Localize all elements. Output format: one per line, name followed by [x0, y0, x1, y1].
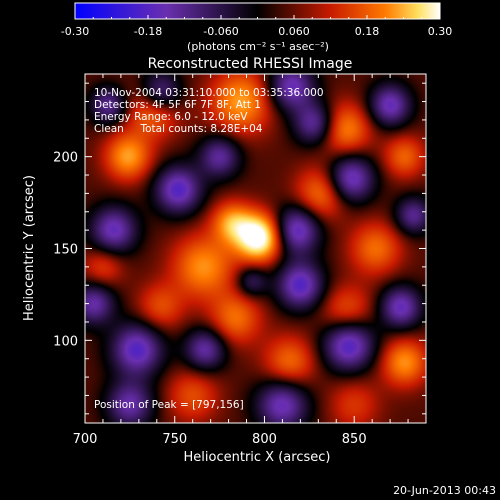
annotation-detectors: Detectors: 4F 5F 6F 7F 8F, Att 1 [94, 99, 261, 111]
y-axis-label: Heliocentric Y (arcsec) [22, 175, 37, 321]
y-tick-label: 100 [53, 334, 78, 349]
heatmap-image [85, 74, 426, 423]
x-tick-label: 700 [73, 432, 98, 447]
x-axis: 700 750 800 850 [73, 74, 427, 447]
colorbar [74, 2, 441, 20]
footer-date: 20-Jun-2013 00:43 [393, 484, 496, 497]
colorbar-tick-label: -0.30 [61, 25, 89, 38]
chart-title: Reconstructed RHESSI Image [148, 56, 353, 72]
x-tick-label: 850 [342, 432, 367, 447]
peak-position-label: Position of Peak = [797,156] [94, 399, 244, 411]
plot-area [85, 74, 426, 423]
x-axis-label: Heliocentric X (arcsec) [184, 450, 331, 465]
colorbar-tick-label: -0.18 [134, 25, 162, 38]
colorbar-tick-label: 0.30 [428, 25, 453, 38]
colorbar-units-label: (photons cm⁻² s⁻¹ asec⁻²) [187, 40, 329, 53]
colorbar-tick-label: 0.18 [355, 25, 380, 38]
x-tick-label: 750 [162, 432, 187, 447]
colorbar-tick-label: -0.060 [203, 25, 238, 38]
annotation-clean-counts: Clean Total counts: 8.28E+04 [94, 123, 263, 135]
x-tick-label: 800 [252, 432, 277, 447]
annotation-time-range: 10-Nov-2004 03:31:10.000 to 03:35:36.000 [94, 87, 324, 99]
colorbar-ticks: -0.30 -0.18 -0.060 0.060 0.18 0.30 [61, 15, 452, 38]
y-tick-label: 200 [53, 151, 78, 166]
colorbar-tick-label: 0.060 [278, 25, 310, 38]
y-axis: 100 150 200 [53, 82, 426, 415]
annotation-energy-range: Energy Range: 6.0 - 12.0 keV [94, 111, 248, 123]
y-tick-label: 150 [53, 243, 78, 258]
